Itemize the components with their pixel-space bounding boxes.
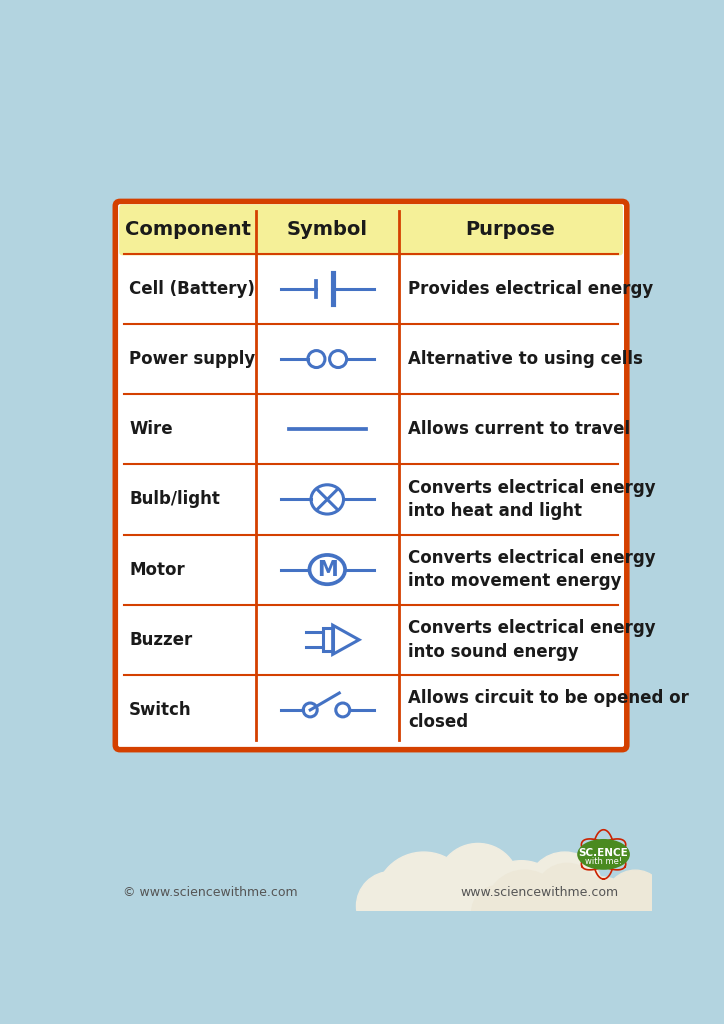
- Text: Allows circuit to be opened or
closed: Allows circuit to be opened or closed: [408, 689, 689, 731]
- Circle shape: [476, 861, 567, 951]
- Text: Converts electrical energy
into movement energy: Converts electrical energy into movement…: [408, 549, 656, 591]
- Text: Cell (Battery): Cell (Battery): [130, 280, 255, 298]
- Circle shape: [565, 877, 637, 948]
- Text: Switch: Switch: [130, 701, 192, 719]
- Circle shape: [375, 852, 473, 949]
- Circle shape: [535, 863, 599, 928]
- Text: Converts electrical energy
into sound energy: Converts electrical energy into sound en…: [408, 618, 656, 660]
- Circle shape: [641, 893, 689, 940]
- FancyBboxPatch shape: [119, 205, 623, 255]
- FancyBboxPatch shape: [115, 202, 627, 750]
- Ellipse shape: [577, 839, 630, 869]
- Text: SC.ENCE: SC.ENCE: [578, 848, 628, 858]
- Circle shape: [437, 844, 519, 926]
- Text: Converts electrical energy
into heat and light: Converts electrical energy into heat and…: [408, 478, 656, 520]
- Circle shape: [527, 852, 603, 928]
- Circle shape: [356, 871, 426, 940]
- Bar: [324, 628, 333, 651]
- Text: M: M: [317, 559, 337, 580]
- Text: Bulb/light: Bulb/light: [130, 490, 220, 508]
- Circle shape: [471, 886, 526, 940]
- Text: Allows current to travel: Allows current to travel: [408, 420, 631, 438]
- Text: Alternative to using cells: Alternative to using cells: [408, 350, 643, 368]
- Circle shape: [486, 870, 563, 946]
- Text: © www.sciencewithme.com: © www.sciencewithme.com: [123, 887, 298, 899]
- Circle shape: [573, 882, 634, 941]
- Text: www.sciencewithme.com: www.sciencewithme.com: [461, 887, 619, 899]
- Text: Buzzer: Buzzer: [130, 631, 193, 649]
- Text: Provides electrical energy: Provides electrical energy: [408, 280, 654, 298]
- Text: Motor: Motor: [130, 560, 185, 579]
- Circle shape: [605, 870, 665, 930]
- Text: Purpose: Purpose: [466, 220, 555, 240]
- Text: with me!: with me!: [585, 857, 622, 866]
- Text: Symbol: Symbol: [287, 220, 368, 240]
- Text: Power supply: Power supply: [130, 350, 256, 368]
- Text: Component: Component: [125, 220, 251, 240]
- Text: Wire: Wire: [130, 420, 173, 438]
